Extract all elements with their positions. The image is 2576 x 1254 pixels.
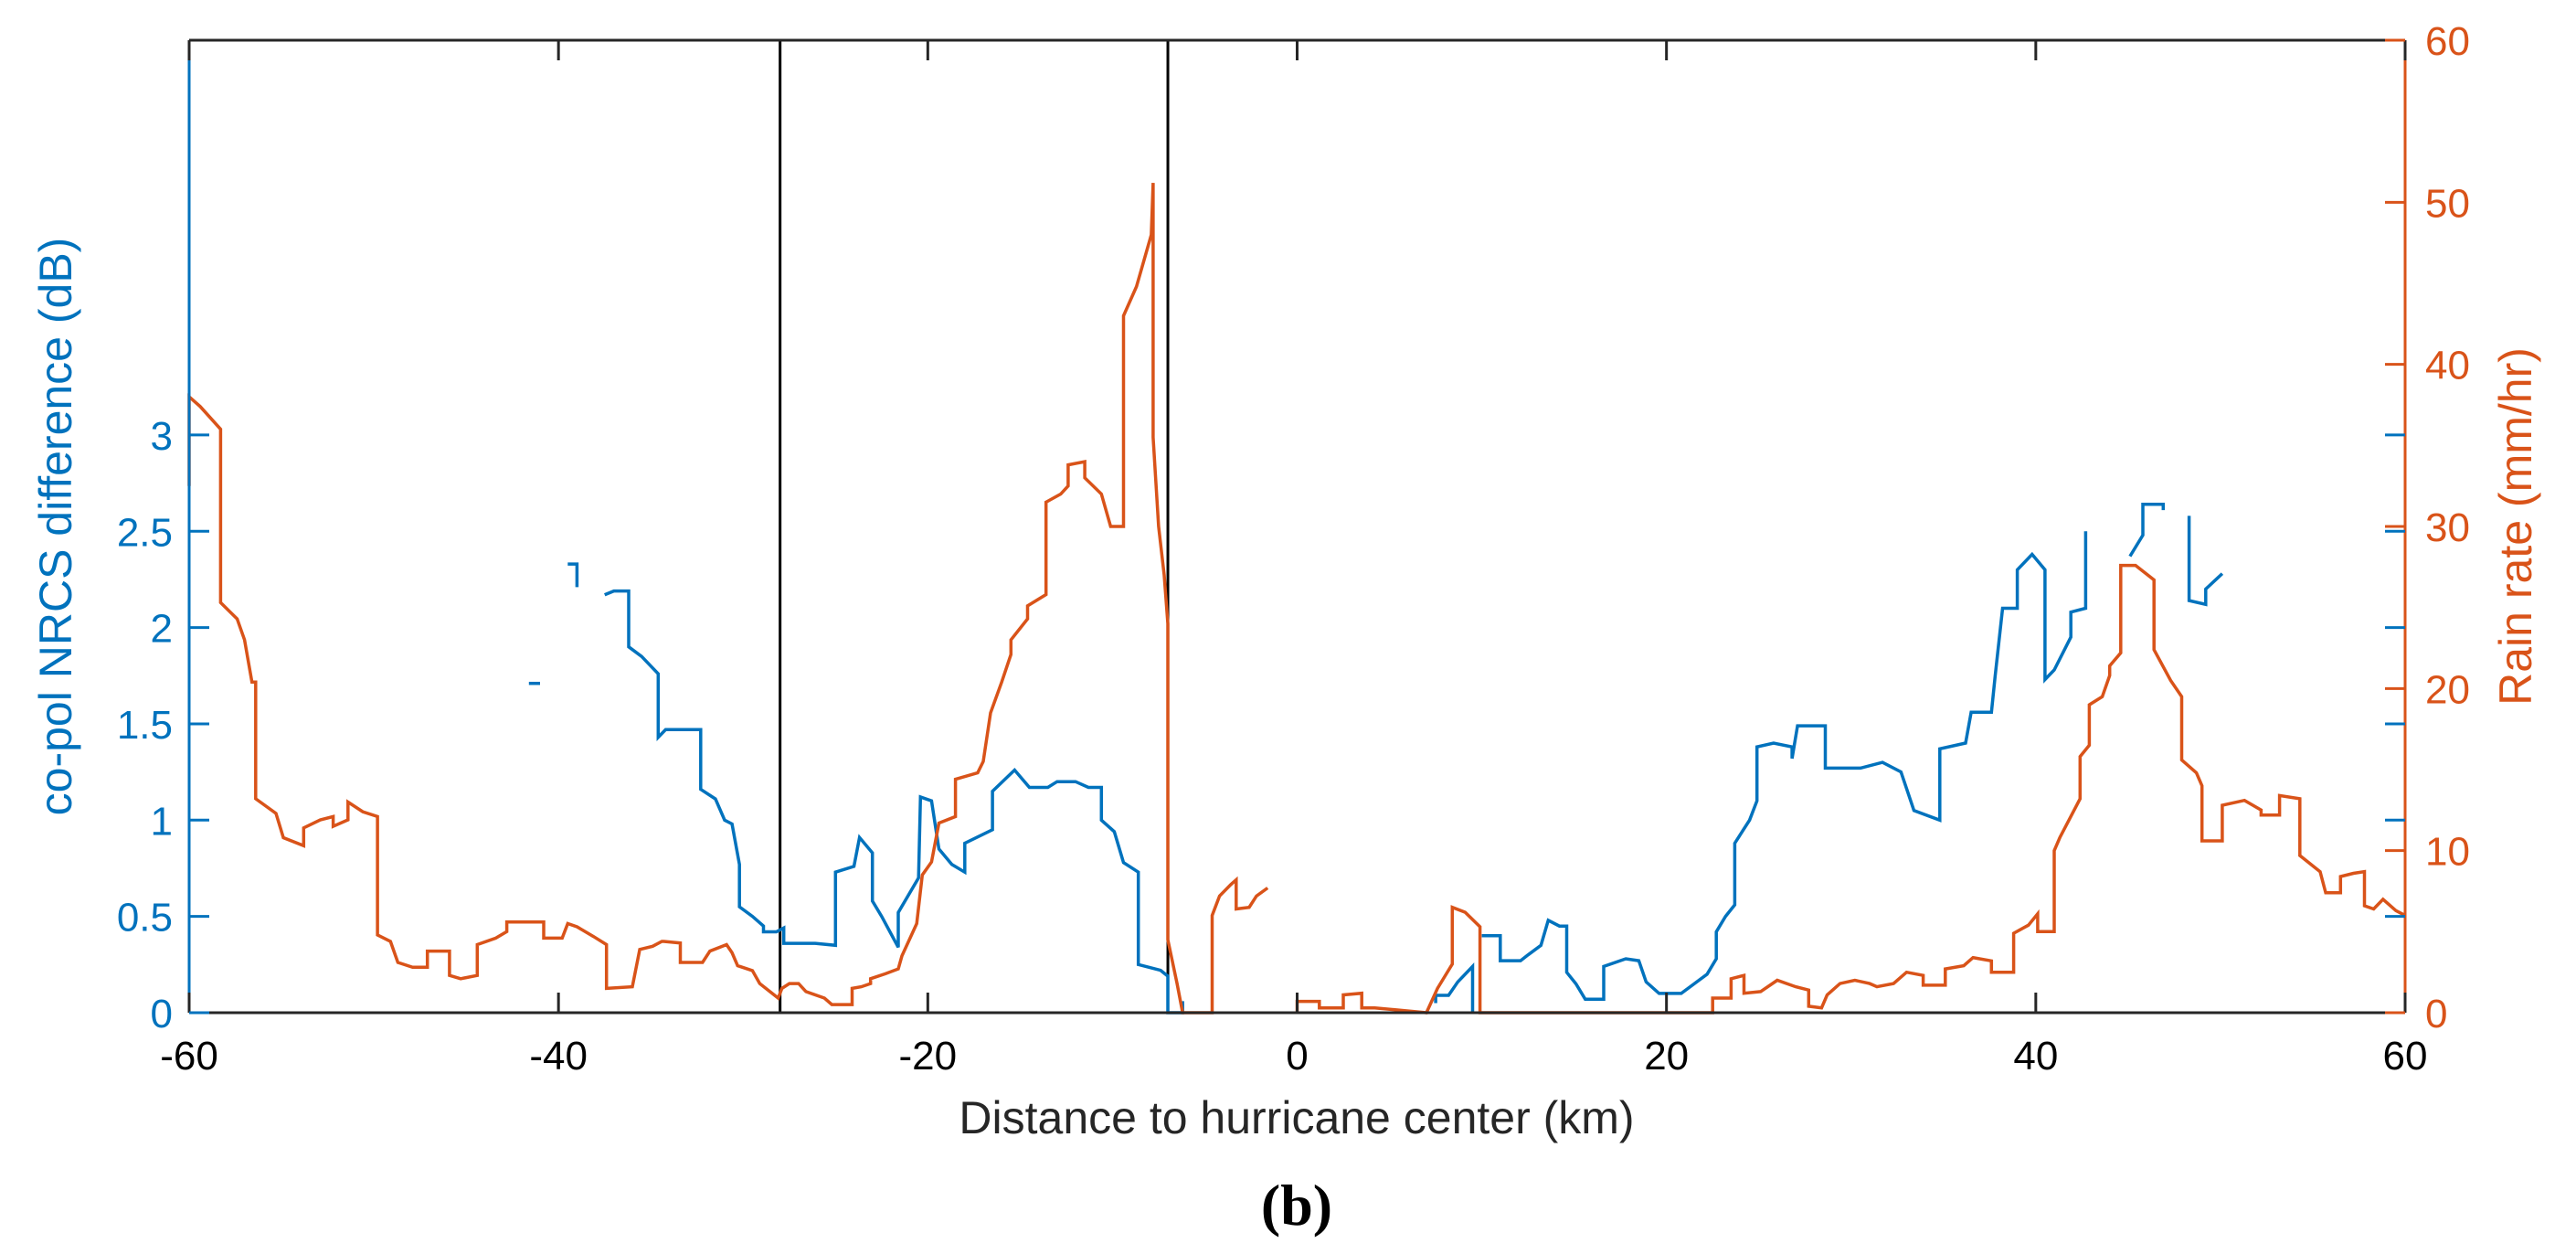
nrcs-difference-line (604, 589, 1184, 1015)
x-tick-label: -20 (899, 1034, 958, 1079)
right-y-tick-label: 40 (2425, 344, 2470, 388)
left-y-tick-label: 0.5 (117, 896, 173, 940)
right-y-tick-label: 30 (2425, 505, 2470, 550)
right-y-tick-label: 10 (2425, 830, 2470, 875)
nrcs-difference-line (567, 562, 579, 588)
right-y-tick-label: 0 (2425, 992, 2447, 1036)
nrcs-difference-line (1434, 962, 1475, 1013)
left-y-tick-label: 3 (151, 414, 173, 459)
x-tick-label: 0 (1286, 1034, 1308, 1079)
nrcs-difference-line (2187, 515, 2224, 607)
nrcs-difference-line (1481, 531, 2088, 1002)
right-y-tick-label: 60 (2425, 19, 2470, 64)
x-tick-label: 20 (1644, 1034, 1689, 1079)
axes: -60 -40 -20 0 20 40 6000.511.522.5301020304050… (117, 19, 2470, 1079)
left-y-tick-label: 2 (151, 607, 173, 652)
x-tick-label: -40 (529, 1034, 588, 1079)
axis-labels: Distance to hurricane center (km) co-pol… (30, 238, 2541, 1238)
figure-caption: (b) (1261, 1173, 1332, 1238)
left-y-axis-title: co-pol NRCS difference (dB) (30, 238, 81, 816)
rain-rate-line (1295, 563, 2406, 1015)
x-tick-label: 60 (2383, 1034, 2428, 1079)
left-y-tick-label: 0 (151, 992, 173, 1036)
data-series (187, 183, 2406, 1015)
right-y-tick-label: 50 (2425, 181, 2470, 226)
left-y-tick-label: 1.5 (117, 703, 173, 748)
x-tick-label: 40 (2013, 1034, 2058, 1079)
right-y-tick-label: 20 (2425, 667, 2470, 712)
nrcs-difference-line (2128, 503, 2166, 558)
x-tick-label: -60 (160, 1034, 218, 1079)
rain-rate-line (187, 183, 1269, 1015)
x-axis-title: Distance to hurricane center (km) (959, 1092, 1634, 1143)
left-y-tick-label: 1 (151, 799, 173, 844)
right-y-axis-title: Rain rate (mm/hr) (2490, 347, 2541, 706)
left-y-tick-label: 2.5 (117, 510, 173, 555)
